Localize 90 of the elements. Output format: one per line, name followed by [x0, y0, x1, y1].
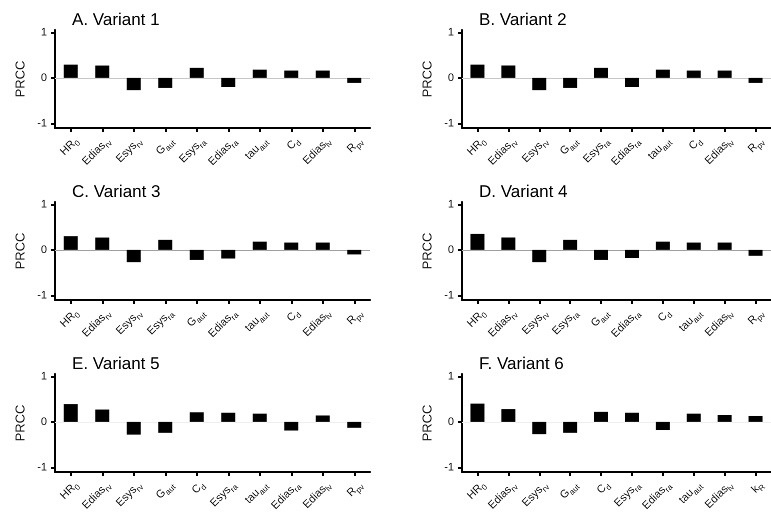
y-tick-label: 0 — [40, 416, 47, 428]
bar — [347, 78, 362, 83]
y-tick-label: -1 — [444, 461, 454, 474]
y-tick-label: -1 — [37, 117, 47, 130]
bar — [594, 412, 608, 422]
bar — [158, 78, 172, 88]
y-tick-label: 1 — [448, 370, 454, 382]
bar — [686, 70, 701, 78]
chart-title: B. Variant 2 — [479, 10, 567, 29]
bar — [316, 242, 330, 250]
y-axis-title: PRCC — [419, 404, 434, 442]
y-tick-label: 1 — [40, 26, 47, 38]
bar — [190, 412, 204, 422]
bar — [718, 242, 732, 250]
y-tick-label: -1 — [444, 289, 454, 302]
chart-title: A. Variant 1 — [72, 10, 160, 29]
bar — [656, 422, 670, 430]
y-axis-title: PRCC — [419, 60, 434, 98]
bar — [718, 70, 732, 78]
bar — [252, 414, 267, 422]
y-tick-label: 1 — [448, 198, 454, 210]
y-tick-label: -1 — [444, 117, 454, 130]
bar — [501, 238, 516, 250]
bar — [95, 410, 110, 422]
bar — [95, 238, 110, 250]
bar — [470, 234, 484, 250]
bar — [563, 78, 578, 88]
bar — [126, 78, 141, 90]
chart-title: F. Variant 6 — [479, 354, 564, 373]
bar — [347, 422, 362, 428]
y-axis-title: PRCC — [12, 60, 28, 98]
y-tick-label: 0 — [40, 72, 47, 84]
bar — [718, 415, 732, 422]
bar — [190, 68, 204, 78]
bar — [190, 250, 204, 260]
y-tick-label: 0 — [40, 244, 47, 256]
bar — [221, 250, 236, 259]
bar — [284, 422, 298, 431]
chart-title: C. Variant 3 — [72, 182, 161, 201]
y-tick-label: 0 — [448, 416, 454, 428]
bar — [126, 250, 141, 262]
bar — [64, 236, 78, 250]
y-tick-label: 0 — [448, 244, 454, 256]
bar — [221, 412, 236, 422]
bar — [252, 242, 267, 250]
bar — [624, 412, 639, 422]
bar — [656, 242, 670, 250]
bar — [64, 404, 78, 422]
bar — [624, 78, 639, 87]
bar — [284, 70, 298, 78]
y-tick-label: 1 — [448, 26, 454, 38]
bar — [95, 66, 110, 78]
bar — [158, 422, 172, 433]
y-tick-label: 1 — [40, 370, 47, 382]
bar — [316, 70, 330, 78]
bar — [252, 70, 267, 78]
chart-title: E. Variant 5 — [72, 354, 160, 373]
y-axis-title: PRCC — [12, 404, 28, 442]
bar — [686, 242, 701, 250]
y-tick-label: -1 — [37, 289, 47, 302]
bar — [748, 416, 763, 422]
y-tick-label: 1 — [40, 198, 47, 210]
bar — [501, 66, 516, 78]
bar — [221, 78, 236, 87]
bar — [563, 240, 578, 250]
chart-title: D. Variant 4 — [479, 182, 568, 201]
bar — [532, 422, 546, 434]
bar — [64, 64, 78, 78]
bar — [470, 64, 484, 78]
bar — [748, 250, 763, 256]
y-axis-title: PRCC — [419, 232, 434, 270]
bar — [501, 409, 516, 422]
bar — [748, 78, 763, 83]
bar — [563, 422, 578, 433]
bar — [686, 414, 701, 422]
bar — [624, 250, 639, 258]
bar — [126, 422, 141, 435]
bar — [158, 240, 172, 250]
bar — [532, 250, 546, 262]
y-axis-title: PRCC — [12, 232, 28, 270]
bar — [594, 250, 608, 260]
bar — [656, 70, 670, 78]
bar — [470, 404, 484, 422]
bar — [284, 242, 298, 250]
y-tick-label: 0 — [448, 72, 454, 84]
bar — [532, 78, 546, 90]
bar — [594, 68, 608, 78]
bar — [316, 415, 330, 422]
bar — [347, 250, 362, 254]
y-tick-label: -1 — [37, 461, 47, 474]
